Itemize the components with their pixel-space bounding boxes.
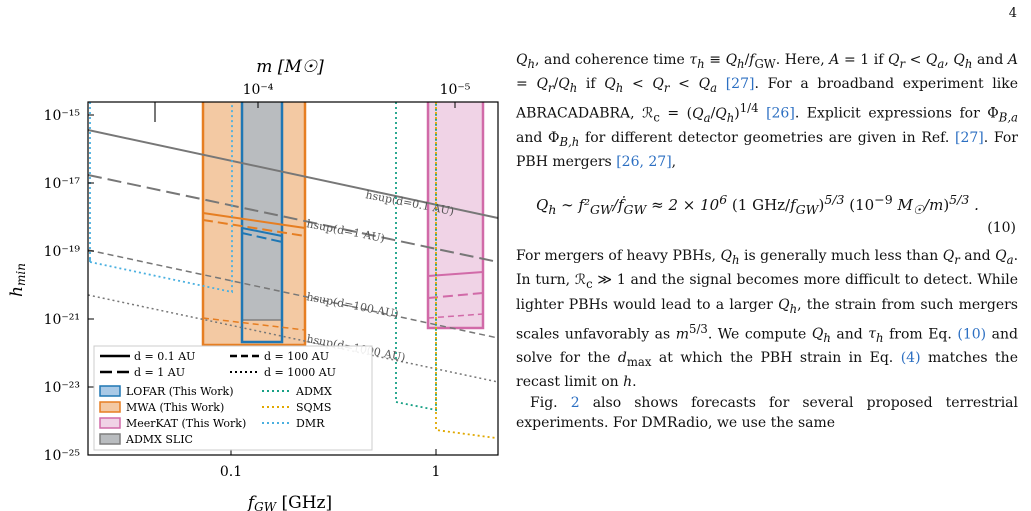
- svg-text:ADMX SLIC: ADMX SLIC: [125, 433, 193, 446]
- paragraph-1: Qh, and coherence time τh ≡ Qh/fGW. Here…: [516, 52, 1019, 171]
- y-axis-label: hmin: [7, 263, 28, 297]
- svg-text:ADMX: ADMX: [295, 385, 332, 398]
- x-axis-label: fGW [GHz]: [246, 493, 332, 511]
- paragraph-2: For mergers of heavy PBHs, Qh is general…: [516, 248, 1019, 391]
- text-column: Qh, and coherence time τh ≡ Qh/fGW. Here…: [516, 50, 1018, 433]
- svg-text:d = 1000 AU: d = 1000 AU: [264, 366, 336, 379]
- equation-number: (10): [987, 220, 1016, 237]
- svg-text:10⁻²⁵: 10⁻²⁵: [44, 448, 81, 464]
- legend: d = 0.1 AU d = 100 AU d = 1 AU d = 1000 …: [93, 345, 373, 451]
- svg-text:d = 1 AU: d = 1 AU: [134, 366, 185, 379]
- svg-text:DMR: DMR: [296, 417, 325, 430]
- svg-text:SQMS: SQMS: [296, 401, 331, 414]
- svg-text:d = 100 AU: d = 100 AU: [264, 350, 329, 363]
- y-ticks: 10⁻¹⁵ 10⁻¹⁷ 10⁻¹⁹ 10⁻²¹ 10⁻²³ 10⁻²⁵: [44, 108, 94, 464]
- plot-frame: [87, 101, 499, 456]
- svg-text:0.1: 0.1: [220, 464, 242, 480]
- hsup-line-0.1au: [88, 129, 498, 219]
- svg-text:1: 1: [432, 464, 441, 480]
- paragraph-3: Fig. 2 also shows forecasts for several …: [516, 394, 1018, 432]
- svg-text:10⁻¹⁹: 10⁻¹⁹: [44, 244, 81, 260]
- hsup-label-1au: hsup(d=1 AU): [305, 217, 385, 245]
- dmr-curve: [89, 102, 233, 294]
- hsup-label-100au: hsup(d=100 AU): [305, 290, 399, 321]
- equation-10: Qh ∼ f²GW/ḟGW ≈ 2 × 106 (1 GHz/fGW)5/3 (…: [516, 178, 1018, 244]
- svg-text:10⁻¹⁷: 10⁻¹⁷: [44, 176, 81, 192]
- top-tick-1e-5: 10⁻⁵: [440, 82, 471, 98]
- page-number: 4: [1008, 6, 1017, 21]
- hsup-line-1au: [88, 174, 498, 263]
- svg-text:10⁻²³: 10⁻²³: [44, 380, 80, 396]
- svg-text:LOFAR (This Work): LOFAR (This Work): [126, 385, 234, 398]
- lofar-band: [240, 102, 284, 344]
- svg-text:d = 0.1 AU: d = 0.1 AU: [134, 350, 195, 363]
- svg-text:MeerKAT (This Work): MeerKAT (This Work): [126, 417, 246, 430]
- top-tick-1e-4: 10⁻⁴: [243, 82, 274, 98]
- svg-text:10⁻¹⁵: 10⁻¹⁵: [44, 108, 81, 124]
- figure-plot: m [M☉] 10⁻⁴ 10⁻⁵ hsup(d=: [7, 57, 499, 511]
- svg-text:MWA (This Work): MWA (This Work): [126, 401, 224, 414]
- top-axis-label: m [M☉]: [256, 57, 324, 77]
- svg-text:10⁻²¹: 10⁻²¹: [44, 312, 80, 328]
- admx-curve: [395, 102, 437, 412]
- slic-band: [241, 102, 283, 321]
